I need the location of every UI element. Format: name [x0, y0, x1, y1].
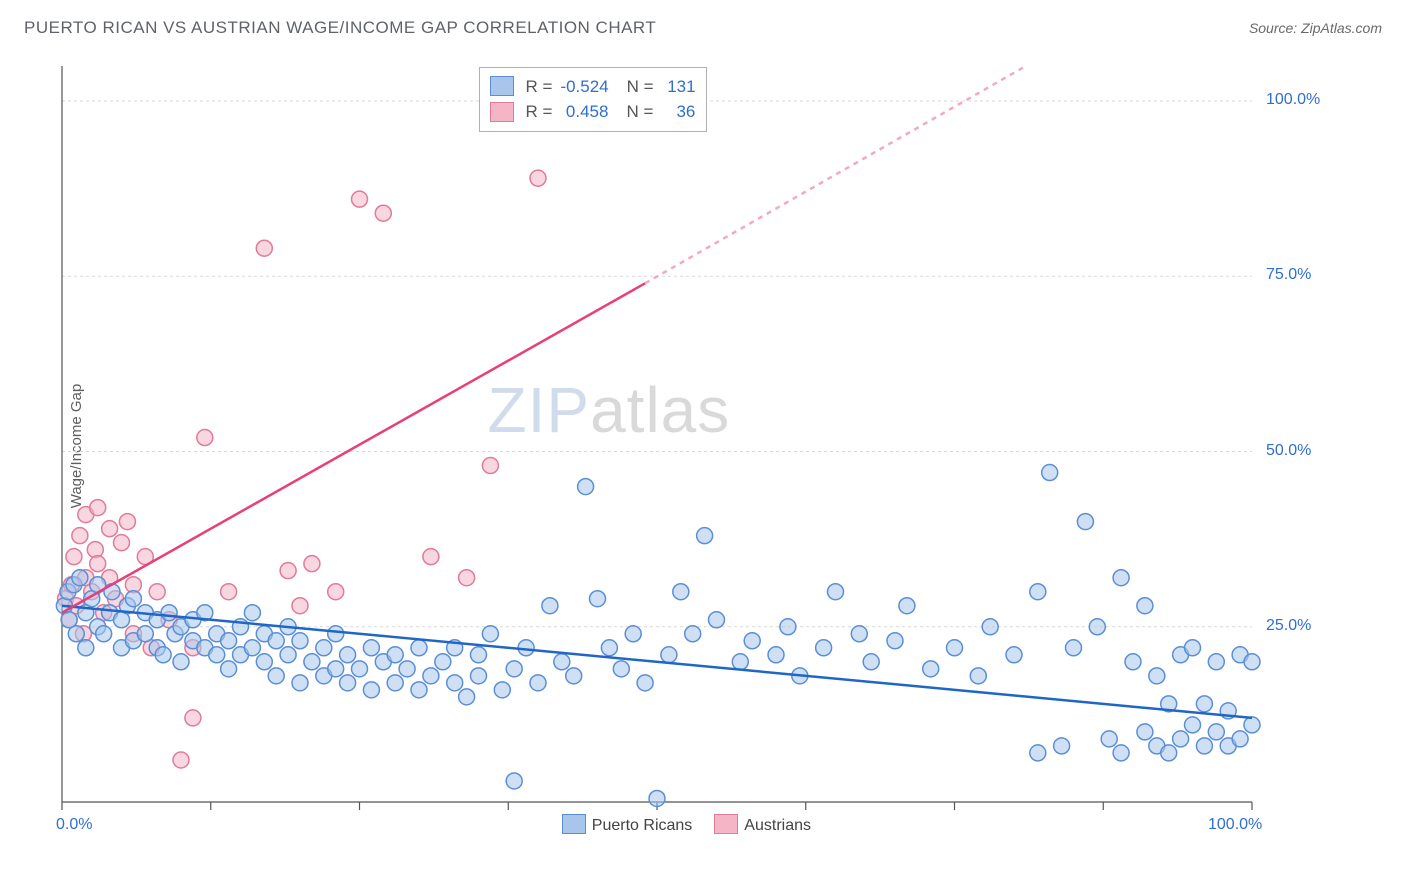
r-value: 0.458: [560, 99, 608, 125]
n-value: 131: [662, 74, 696, 100]
source-label: Source: ZipAtlas.com: [1249, 20, 1382, 36]
statbox-row: R = 0.458 N = 36: [490, 99, 696, 125]
y-tick-label: 25.0%: [1266, 617, 1311, 635]
legend-label: Puerto Ricans: [592, 817, 693, 834]
chart-title: PUERTO RICAN VS AUSTRIAN WAGE/INCOME GAP…: [24, 18, 656, 38]
plot-svg: [52, 48, 1332, 838]
r-value: -0.524: [560, 74, 608, 100]
series-legend: Puerto Ricans Austrians: [562, 814, 811, 835]
x-tick-label: 0.0%: [56, 816, 92, 834]
legend-item: Puerto Ricans: [562, 814, 693, 835]
correlation-statbox: R = -0.524 N = 131 R = 0.458 N = 36: [479, 67, 707, 132]
y-tick-label: 75.0%: [1266, 266, 1311, 284]
series-swatch: [490, 76, 514, 96]
scatter-plot: ZIPatlas R =-0.524N =131R =0.458N =36 Pu…: [52, 48, 1332, 838]
r-label: R =: [526, 99, 553, 125]
y-tick-label: 100.0%: [1266, 91, 1320, 109]
n-label: N =: [626, 99, 653, 125]
legend-swatch: [562, 814, 586, 834]
legend-label: Austrians: [744, 817, 811, 834]
x-tick-label: 100.0%: [1208, 816, 1262, 834]
legend-item: Austrians: [714, 814, 811, 835]
series-swatch: [490, 102, 514, 122]
legend-swatch: [714, 814, 738, 834]
r-label: R =: [526, 74, 553, 100]
n-value: 36: [661, 99, 695, 125]
n-label: N =: [627, 74, 654, 100]
y-tick-label: 50.0%: [1266, 442, 1311, 460]
statbox-row: R = -0.524 N = 131: [490, 74, 696, 100]
